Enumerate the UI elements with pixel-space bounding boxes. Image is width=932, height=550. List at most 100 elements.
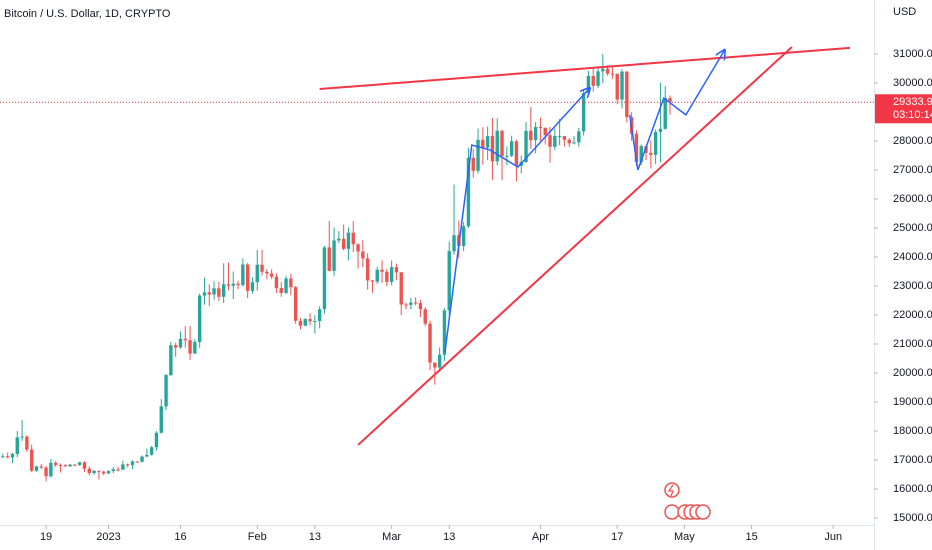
candle-body bbox=[625, 71, 629, 118]
candle-body bbox=[29, 449, 34, 471]
candle-body bbox=[668, 98, 672, 103]
candle-body bbox=[87, 468, 91, 474]
candle-body bbox=[337, 238, 341, 241]
candle-body bbox=[135, 461, 139, 463]
candle-body bbox=[418, 303, 423, 310]
x-tick-label: 13 bbox=[443, 531, 455, 543]
candle-body bbox=[461, 226, 466, 246]
candle-body bbox=[581, 93, 586, 132]
candle-body bbox=[289, 278, 293, 288]
candle-body bbox=[197, 295, 202, 342]
candle-body bbox=[495, 130, 499, 162]
candle-body bbox=[82, 462, 87, 469]
candle-body bbox=[471, 157, 475, 171]
candle-body bbox=[159, 406, 163, 433]
candle-body bbox=[236, 283, 240, 286]
y-tick-label: 27000.00 bbox=[893, 164, 932, 176]
candle-body bbox=[293, 287, 298, 321]
candle-body bbox=[365, 258, 370, 281]
candle-body bbox=[658, 128, 663, 132]
candle-body bbox=[154, 432, 159, 448]
candle-body bbox=[15, 437, 19, 454]
x-tick-label: Jun bbox=[824, 531, 842, 543]
candle-body bbox=[178, 338, 183, 348]
candle-body bbox=[269, 273, 274, 277]
candle-body bbox=[111, 469, 115, 472]
candle-body bbox=[303, 319, 307, 326]
candle-body bbox=[217, 288, 221, 297]
candle-body bbox=[341, 238, 346, 249]
candle-body bbox=[317, 309, 322, 322]
x-tick-label: 16 bbox=[174, 531, 186, 543]
candle-body bbox=[620, 71, 624, 100]
candle-body bbox=[121, 464, 125, 470]
candle-body bbox=[389, 267, 394, 282]
y-tick-label: 16000.00 bbox=[893, 483, 932, 495]
countdown-label: 03:10:14 bbox=[893, 109, 932, 121]
candle-body bbox=[164, 375, 168, 407]
event-icon bbox=[664, 504, 680, 520]
candle-body bbox=[514, 141, 519, 166]
event-icon bbox=[667, 484, 674, 497]
candle-body bbox=[92, 470, 96, 474]
candle-body bbox=[274, 276, 279, 289]
candle-body bbox=[601, 68, 605, 72]
candle-body bbox=[413, 302, 418, 304]
candle-body bbox=[437, 354, 442, 368]
candle-body bbox=[663, 98, 667, 129]
y-tick-label: 24000.00 bbox=[893, 251, 932, 263]
event-icons bbox=[664, 482, 711, 520]
candle-body bbox=[653, 131, 658, 155]
candle-body bbox=[543, 127, 547, 136]
candle-body bbox=[68, 464, 72, 467]
event-icon bbox=[695, 504, 711, 520]
candle-body bbox=[327, 247, 331, 271]
candle-body bbox=[394, 267, 399, 273]
candle-body bbox=[10, 453, 15, 458]
candle-body bbox=[25, 436, 29, 450]
candle-body bbox=[476, 139, 480, 171]
candle-body bbox=[116, 469, 120, 471]
candle-body bbox=[298, 320, 303, 326]
candle-body bbox=[615, 73, 619, 100]
candle-body bbox=[346, 232, 351, 249]
candle-body bbox=[524, 130, 528, 163]
candle-body bbox=[173, 345, 178, 348]
candle-body bbox=[245, 264, 250, 291]
candle-body bbox=[385, 271, 389, 282]
trendline bbox=[319, 46, 851, 91]
candle-body bbox=[49, 462, 53, 477]
candle-body bbox=[221, 284, 226, 297]
projection-path bbox=[444, 88, 590, 353]
candle-body bbox=[356, 244, 360, 252]
last-price-box bbox=[875, 94, 932, 124]
candle-body bbox=[101, 471, 106, 474]
y-tick-label: 31000.00 bbox=[893, 48, 932, 60]
chart-title: Bitcoin / U.S. Dollar, 1D, CRYPTO bbox=[4, 8, 171, 20]
candle-body bbox=[226, 284, 231, 286]
x-tick-label: Mar bbox=[382, 531, 401, 543]
candle-body bbox=[596, 71, 600, 86]
candle-body bbox=[1, 456, 5, 458]
candle-body bbox=[34, 466, 39, 471]
candle-body bbox=[241, 264, 245, 286]
candle-body bbox=[466, 157, 471, 227]
candle-body bbox=[433, 362, 437, 368]
candle-body bbox=[44, 467, 48, 477]
x-tick-label: 15 bbox=[745, 531, 757, 543]
candle-body bbox=[351, 232, 355, 245]
y-tick-label: 28000.00 bbox=[893, 135, 932, 147]
candle-body bbox=[193, 341, 197, 354]
x-tick-label: May bbox=[674, 531, 695, 543]
candle-body bbox=[202, 292, 207, 296]
candle-body bbox=[485, 136, 490, 148]
candle-body bbox=[538, 127, 543, 129]
candle-body bbox=[533, 127, 538, 141]
candle-body bbox=[423, 309, 427, 324]
candle-body bbox=[553, 136, 557, 147]
candle-body bbox=[428, 323, 432, 363]
candle-body bbox=[557, 136, 562, 138]
candle-body bbox=[505, 155, 509, 157]
last-price-label: 29333.96 bbox=[893, 96, 932, 108]
